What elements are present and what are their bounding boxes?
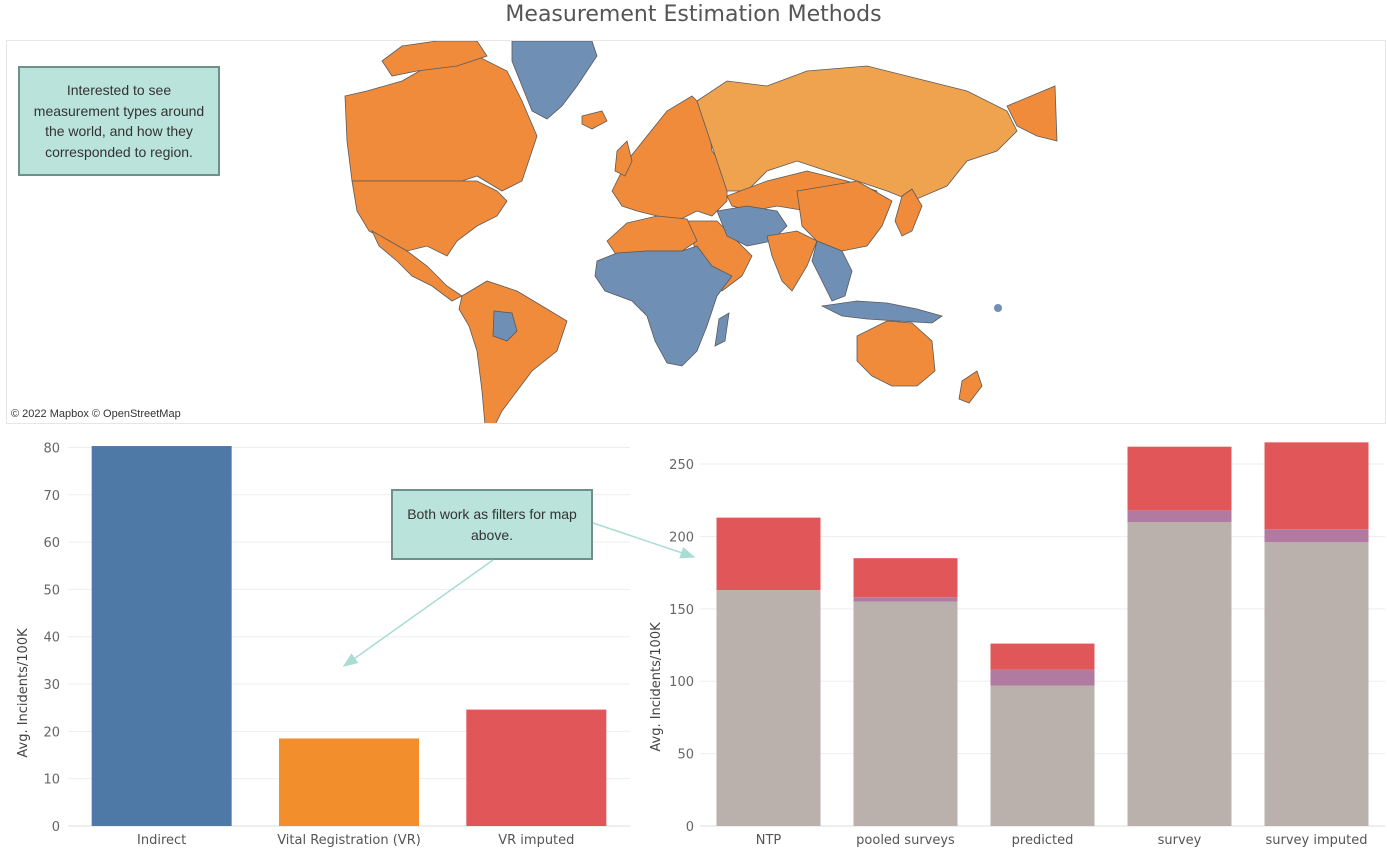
region-southeast-asia[interactable] (811, 240, 853, 302)
region-india[interactable] (766, 230, 818, 292)
region-iceland[interactable] (581, 110, 608, 130)
right-y-tick-label: 200 (669, 530, 694, 545)
left-x-label: Vital Registration (VR) (277, 833, 421, 848)
chart-estimation-method[interactable]: 0 50 100 150 200 250 NTP pooled surveys predict… (640, 430, 1387, 852)
region-new-zealand[interactable] (958, 370, 983, 404)
left-bar[interactable] (279, 738, 419, 826)
right-x-labels: NTP pooled surveys predicted survey survey i… (756, 833, 1368, 848)
left-y-tick-label: 80 (43, 441, 60, 456)
region-pacific-island[interactable] (994, 304, 1002, 312)
region-mexico[interactable] (371, 230, 463, 302)
right-y-tick-label: 100 (669, 675, 694, 690)
map-attribution[interactable]: © 2022 Mapbox © OpenStreetMap (11, 408, 181, 420)
right-bar-segment[interactable] (853, 601, 958, 826)
right-bar-segment[interactable] (990, 685, 1095, 826)
left-y-ticks: 0 10 20 30 40 50 60 70 80 (43, 441, 60, 835)
right-bar-segment[interactable] (1127, 510, 1232, 522)
right-x-label: pooled surveys (856, 833, 955, 848)
filters-annotation: Both work as filters for map above. (391, 489, 593, 560)
left-bar[interactable] (466, 709, 607, 826)
left-y-tick-label: 40 (43, 631, 60, 646)
region-north-africa[interactable] (606, 215, 698, 257)
region-canada-islands[interactable] (381, 41, 488, 77)
region-africa[interactable] (594, 245, 733, 367)
region-usa[interactable] (351, 180, 508, 257)
left-x-label: VR imputed (498, 833, 574, 848)
right-bar-segment[interactable] (716, 517, 821, 591)
right-y-tick-label: 250 (669, 458, 694, 473)
right-y-ticks: 0 50 100 150 200 250 (669, 458, 694, 835)
region-japan[interactable] (894, 188, 923, 237)
right-bar-segment[interactable] (990, 669, 1095, 686)
right-y-tick-label: 150 (669, 603, 694, 618)
right-bar-segment[interactable] (853, 558, 958, 598)
region-south-america[interactable] (458, 280, 568, 424)
right-bar-segment[interactable] (1264, 542, 1369, 826)
page-title: Measurement Estimation Methods (505, 2, 882, 27)
region-uk[interactable] (614, 140, 633, 177)
right-bar-segment[interactable] (716, 590, 821, 826)
right-bar-segment[interactable] (990, 643, 1095, 670)
region-australia[interactable] (856, 320, 936, 387)
left-y-tick-label: 70 (43, 489, 60, 504)
right-bar-segment[interactable] (853, 597, 958, 602)
right-y-tick-label: 50 (677, 748, 694, 763)
world-map-canvas[interactable] (7, 41, 1386, 424)
right-bar-segment[interactable] (1127, 521, 1232, 826)
right-x-label: survey (1158, 833, 1202, 848)
left-y-axis-label: Avg. Incidents/100K (16, 628, 31, 758)
right-y-axis-label: Avg. Incidents/100K (649, 622, 664, 752)
left-y-tick-label: 20 (43, 725, 60, 740)
left-y-tick-label: 60 (43, 536, 60, 551)
right-bar-segment[interactable] (1127, 446, 1232, 511)
right-bar-segment[interactable] (1264, 442, 1369, 530)
right-x-label: predicted (1012, 833, 1074, 848)
map-annotation: Interested to see measurement types arou… (18, 66, 220, 176)
region-madagascar[interactable] (714, 312, 730, 347)
right-bar-segment[interactable] (1264, 529, 1369, 543)
region-canada[interactable] (344, 55, 538, 192)
region-china[interactable] (796, 180, 893, 252)
left-bar[interactable] (91, 446, 232, 826)
region-bolivia[interactable] (492, 310, 518, 342)
left-bars[interactable] (91, 446, 607, 826)
right-x-label: survey imputed (1266, 833, 1368, 848)
region-greenland[interactable] (511, 41, 598, 120)
right-bars[interactable] (716, 442, 1369, 826)
left-x-labels: Indirect Vital Registration (VR) VR impute… (137, 833, 574, 848)
left-y-tick-label: 10 (43, 773, 60, 788)
left-y-tick-label: 30 (43, 678, 60, 693)
region-alaska-east[interactable] (1006, 85, 1058, 142)
left-y-tick-label: 0 (52, 820, 60, 835)
right-x-label: NTP (756, 833, 782, 848)
left-y-tick-label: 50 (43, 583, 60, 598)
chart-measurement-type[interactable]: 0 10 20 30 40 50 60 70 80 Indirect Vital Registra… (0, 430, 640, 852)
region-indonesia[interactable] (820, 300, 943, 324)
right-y-tick-label: 0 (686, 820, 694, 835)
left-x-label: Indirect (137, 833, 186, 848)
world-map[interactable]: © 2022 Mapbox © OpenStreetMap (6, 40, 1386, 424)
